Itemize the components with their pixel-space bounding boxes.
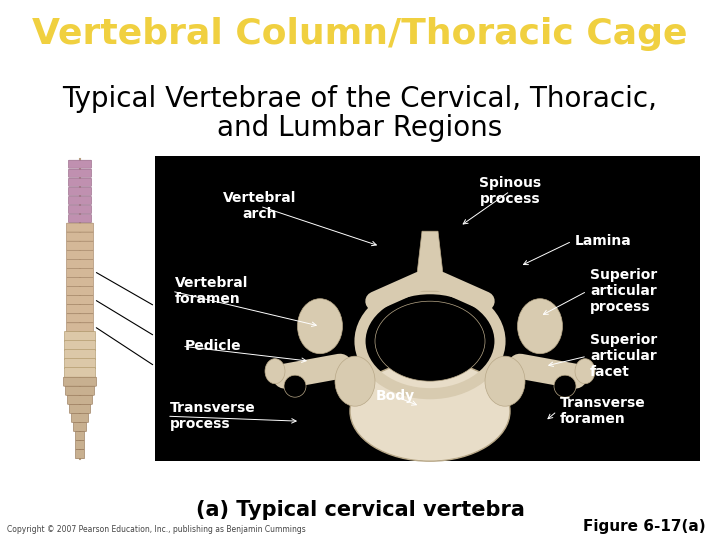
Text: Transverse
foramen: Transverse foramen [560,396,646,426]
Ellipse shape [350,361,510,461]
FancyBboxPatch shape [68,214,91,222]
Text: Body: Body [375,389,415,403]
FancyBboxPatch shape [68,197,91,205]
FancyBboxPatch shape [68,206,91,213]
FancyBboxPatch shape [66,241,94,250]
FancyBboxPatch shape [66,223,94,232]
FancyBboxPatch shape [76,450,84,458]
Text: and Lumbar Regions: and Lumbar Regions [217,114,503,142]
Text: Figure 6-17(a): Figure 6-17(a) [583,518,706,534]
FancyBboxPatch shape [65,368,96,377]
FancyBboxPatch shape [66,278,94,287]
FancyBboxPatch shape [76,441,84,450]
Text: Superior
articular
process: Superior articular process [590,268,657,314]
FancyBboxPatch shape [73,422,86,431]
FancyBboxPatch shape [65,359,96,369]
Text: Lamina: Lamina [575,234,631,248]
FancyBboxPatch shape [65,349,96,360]
Polygon shape [415,231,445,291]
FancyBboxPatch shape [66,305,94,314]
FancyBboxPatch shape [71,414,89,422]
FancyBboxPatch shape [66,232,94,241]
FancyBboxPatch shape [66,287,94,295]
Ellipse shape [518,299,562,354]
Text: Vertebral
foramen: Vertebral foramen [175,276,248,306]
FancyBboxPatch shape [66,295,94,305]
Text: Typical Vertebrae of the Cervical, Thoracic,: Typical Vertebrae of the Cervical, Thora… [63,85,657,113]
Text: Vertebral
arch: Vertebral arch [223,191,297,221]
Ellipse shape [575,359,595,384]
FancyBboxPatch shape [68,169,91,177]
FancyBboxPatch shape [68,178,91,186]
Text: Superior
articular
facet: Superior articular facet [590,333,657,380]
Text: Transverse
process: Transverse process [170,401,256,431]
FancyBboxPatch shape [66,268,94,278]
Ellipse shape [335,356,375,406]
Text: Copyright © 2007 Pearson Education, Inc., publishing as Benjamin Cummings: Copyright © 2007 Pearson Education, Inc.… [7,524,306,534]
FancyBboxPatch shape [65,332,96,341]
FancyBboxPatch shape [66,259,94,268]
Text: Pedicle: Pedicle [185,339,242,353]
Ellipse shape [554,375,576,397]
FancyBboxPatch shape [68,160,91,168]
Ellipse shape [375,301,485,381]
FancyBboxPatch shape [63,377,96,386]
FancyBboxPatch shape [66,386,94,395]
Text: Vertebral Column/Thoracic Cage: Vertebral Column/Thoracic Cage [32,17,688,51]
Text: Spinous
process: Spinous process [479,176,541,206]
FancyBboxPatch shape [66,323,94,332]
FancyBboxPatch shape [155,156,700,461]
FancyBboxPatch shape [66,314,94,323]
FancyBboxPatch shape [65,340,96,350]
Ellipse shape [265,359,285,384]
FancyBboxPatch shape [70,404,91,414]
FancyBboxPatch shape [68,187,91,195]
Ellipse shape [485,356,525,406]
FancyBboxPatch shape [66,251,94,259]
FancyBboxPatch shape [68,395,92,404]
Text: (a) Typical cervical vertebra: (a) Typical cervical vertebra [196,500,524,520]
FancyBboxPatch shape [76,431,84,441]
Ellipse shape [284,375,306,397]
Ellipse shape [297,299,343,354]
